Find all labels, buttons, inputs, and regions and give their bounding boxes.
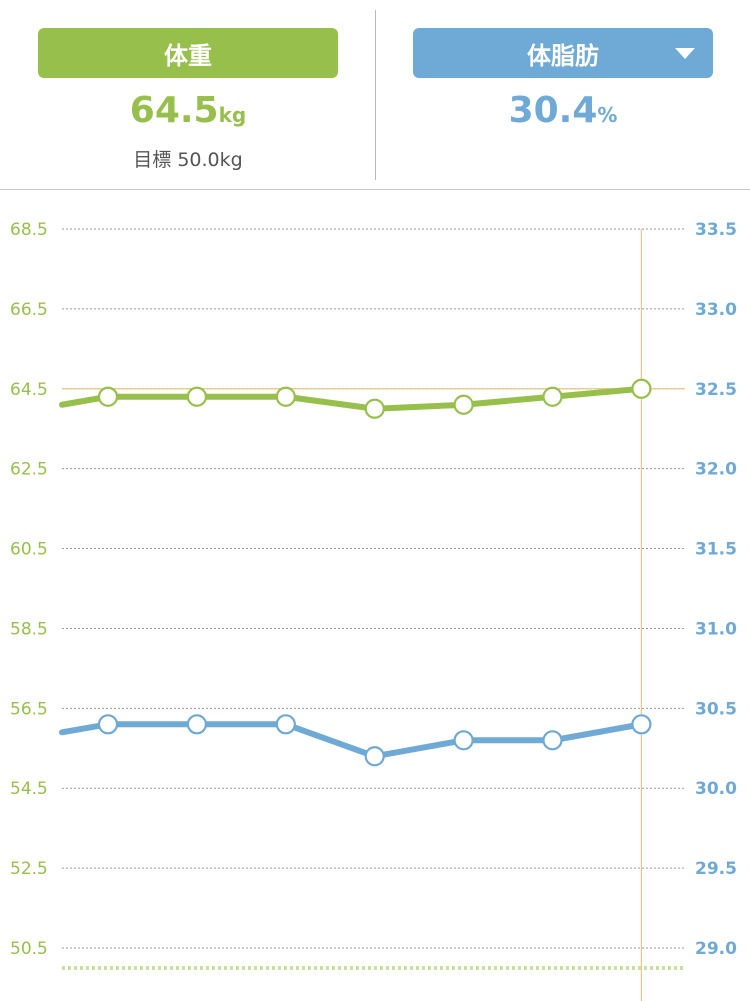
goal-weight-text: 目標 50.0kg — [133, 149, 243, 171]
right-tick-label: 32.0 — [695, 460, 737, 480]
left-axis-ticks: 68.5 66.5 64.5 62.5 60.5 58.5 56.5 54.5 52.5 50.5 — [10, 220, 48, 959]
body-fat-point — [186, 714, 207, 735]
right-tick-label: 31.5 — [695, 540, 737, 560]
right-tick-label: 32.5 — [695, 380, 737, 400]
body-fat-unit: % — [597, 103, 618, 127]
right-tick-label: 33.0 — [695, 300, 737, 320]
left-tick-label: 52.5 — [10, 859, 48, 879]
right-tick-label: 29.5 — [695, 859, 737, 879]
weight-unit: kg — [218, 103, 247, 127]
right-tick-label: 31.0 — [695, 619, 737, 639]
header-divider — [375, 10, 376, 180]
left-tick-label: 60.5 — [10, 540, 48, 560]
header-bottom-border — [0, 189, 750, 190]
weight-point — [97, 386, 119, 407]
left-tick-label: 54.5 — [10, 779, 48, 799]
right-tick-label: 30.5 — [695, 699, 737, 719]
weight-point — [453, 394, 474, 415]
body-fat-point — [453, 730, 474, 751]
left-tick-label: 62.5 — [10, 460, 48, 480]
grid-lines — [62, 228, 685, 949]
right-tick-label: 29.0 — [695, 939, 737, 959]
left-tick-label: 66.5 — [10, 300, 48, 320]
right-tick-label: 33.5 — [695, 220, 737, 240]
left-tick-label: 56.5 — [10, 699, 48, 719]
summary-header: 体重 体脂肪 64.5kg 30.4% 目標 50.0kg — [0, 0, 750, 190]
body-fat-point — [97, 714, 119, 735]
body-fat-series-line — [59, 721, 645, 760]
tab-weight[interactable]: 体重 — [38, 28, 338, 78]
tab-weight-label: 体重 — [164, 41, 212, 70]
weight-point — [542, 386, 563, 407]
tab-body-fat-label: 体脂肪 — [527, 41, 599, 70]
left-tick-label: 68.5 — [10, 220, 48, 240]
reference-lines — [62, 229, 685, 1001]
right-tick-label: 30.0 — [695, 779, 737, 799]
weight-point — [364, 398, 385, 419]
left-tick-label: 64.5 — [10, 380, 48, 400]
body-fat-value: 30.4% — [413, 90, 713, 131]
weight-number: 64.5 — [129, 90, 219, 131]
body-fat-point — [364, 746, 385, 767]
right-axis-ticks: 33.5 33.0 32.5 32.0 31.5 31.0 30.5 30.0 29.5 29.0 — [695, 220, 737, 959]
left-tick-label: 50.5 — [10, 939, 48, 959]
weight-point — [631, 378, 652, 399]
weight-point — [186, 386, 207, 407]
body-fat-point — [631, 714, 652, 735]
weight-point — [275, 386, 296, 407]
series-layer — [59, 378, 652, 767]
weight-series-line — [59, 385, 645, 412]
caret-down-icon[interactable] — [675, 48, 695, 59]
body-fat-number: 30.4 — [508, 90, 598, 131]
left-tick-label: 58.5 — [10, 619, 48, 639]
tab-body-fat[interactable]: 体脂肪 — [413, 28, 713, 78]
body-fat-point — [542, 730, 563, 751]
body-fat-point — [275, 714, 296, 735]
trend-chart[interactable]: 68.5 66.5 64.5 62.5 60.5 58.5 56.5 54.5 52.5 50.5… — [0, 190, 750, 1001]
weight-value: 64.5kg — [38, 90, 338, 131]
